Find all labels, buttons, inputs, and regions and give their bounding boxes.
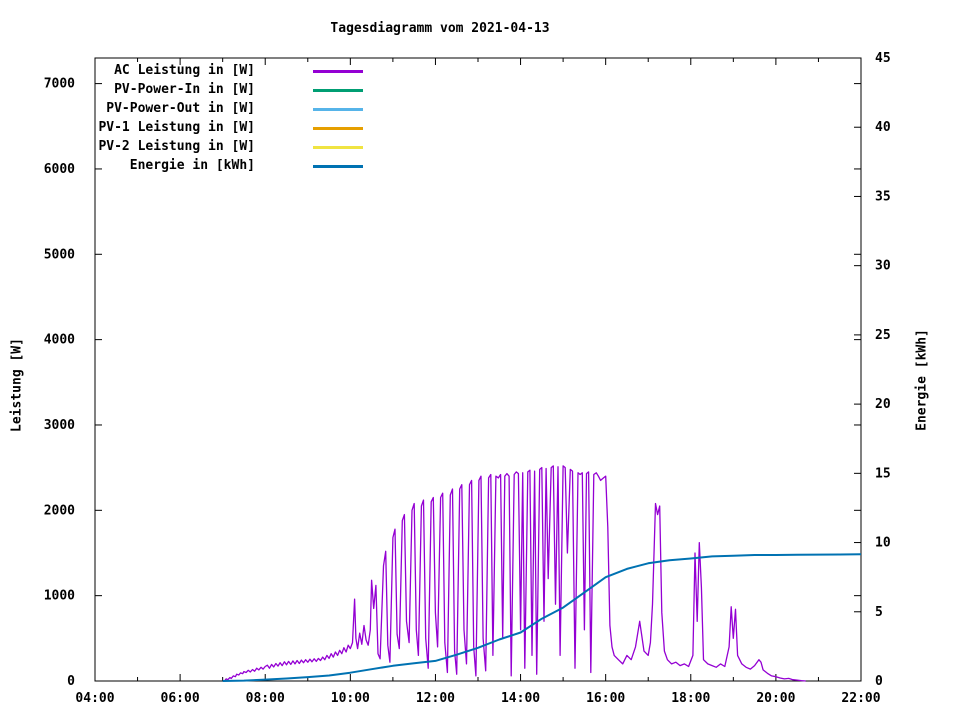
- svg-text:30: 30: [875, 259, 891, 274]
- svg-text:04:00: 04:00: [75, 691, 114, 706]
- legend-label: Energie in [kWh]: [129, 158, 255, 173]
- svg-text:06:00: 06:00: [161, 691, 200, 706]
- legend-line-sample: [313, 70, 363, 73]
- svg-text:08:00: 08:00: [246, 691, 285, 706]
- svg-text:35: 35: [875, 189, 891, 204]
- svg-text:10: 10: [875, 536, 891, 551]
- legend-line-sample: [313, 146, 363, 149]
- y-axis-right-label: Energie [kWh]: [914, 329, 930, 431]
- legend-line-sample: [313, 127, 363, 130]
- legend-line-sample: [313, 89, 363, 92]
- legend-label: PV-Power-In in [W]: [114, 82, 255, 97]
- svg-text:0: 0: [67, 674, 75, 689]
- svg-text:40: 40: [875, 120, 891, 135]
- chart-title: Tagesdiagramm vom 2021-04-13: [330, 21, 550, 36]
- legend-label: PV-1 Leistung in [W]: [98, 120, 255, 135]
- svg-text:10:00: 10:00: [331, 691, 370, 706]
- svg-text:7000: 7000: [44, 77, 75, 92]
- legend-line-sample: [313, 165, 363, 168]
- svg-text:4000: 4000: [44, 333, 75, 348]
- svg-text:18:00: 18:00: [671, 691, 710, 706]
- svg-text:6000: 6000: [44, 162, 75, 177]
- svg-text:2000: 2000: [44, 503, 75, 518]
- svg-text:5000: 5000: [44, 247, 75, 262]
- legend-label: PV-2 Leistung in [W]: [98, 139, 255, 154]
- y-axis-left-label: Leistung [W]: [9, 338, 25, 432]
- legend-line-sample: [313, 108, 363, 111]
- svg-text:5: 5: [875, 605, 883, 620]
- legend-label: PV-Power-Out in [W]: [106, 101, 255, 116]
- svg-text:20: 20: [875, 397, 891, 412]
- legend-label: AC Leistung in [W]: [114, 63, 255, 78]
- svg-text:12:00: 12:00: [416, 691, 455, 706]
- svg-text:14:00: 14:00: [501, 691, 540, 706]
- svg-text:22:00: 22:00: [841, 691, 880, 706]
- svg-text:3000: 3000: [44, 418, 75, 433]
- svg-text:45: 45: [875, 51, 891, 66]
- svg-text:15: 15: [875, 466, 891, 481]
- svg-text:25: 25: [875, 328, 891, 343]
- svg-text:0: 0: [875, 674, 883, 689]
- svg-text:1000: 1000: [44, 589, 75, 604]
- svg-text:16:00: 16:00: [586, 691, 625, 706]
- svg-text:20:00: 20:00: [756, 691, 795, 706]
